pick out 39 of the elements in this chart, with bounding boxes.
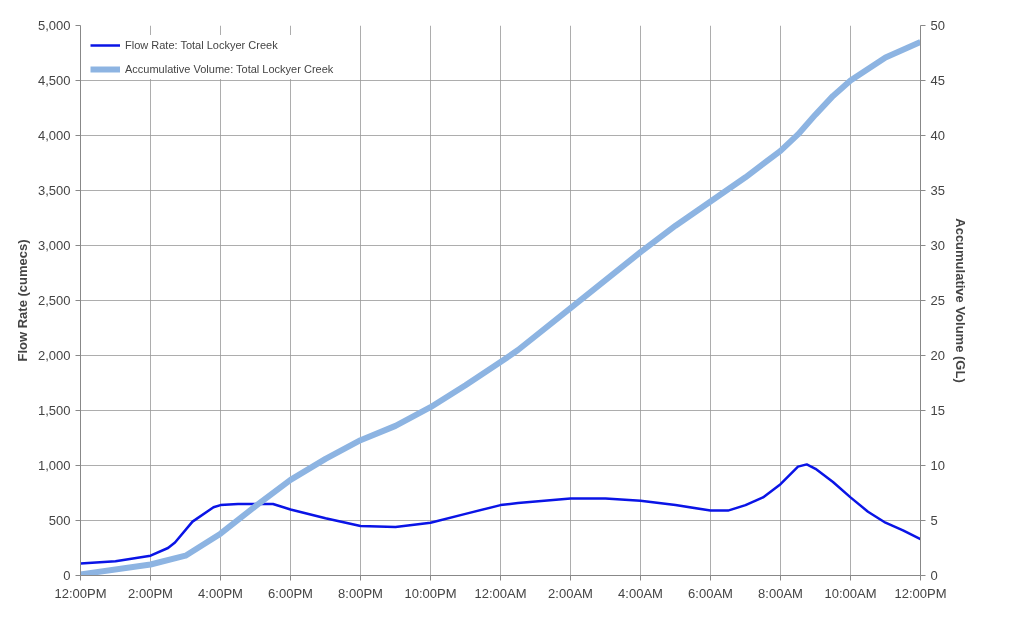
y-tick-label: 1,500 (37, 403, 71, 418)
x-tick-label: 8:00PM (338, 585, 383, 601)
y-tick-label: 3,000 (37, 238, 71, 253)
legend-label: Flow Rate: Total Lockyer Creek (125, 39, 279, 51)
y-tick-label: 2,500 (37, 293, 71, 308)
y2-tick-label: 15 (930, 403, 945, 418)
y2-axis-title: Accumulative Volume (GL) (952, 218, 968, 383)
y2-tick-label: 35 (930, 183, 945, 198)
y2-tick-label: 30 (930, 238, 945, 253)
y-tick-label: 4,500 (37, 73, 71, 88)
legend-label: Accumulative Volume: Total Lockyer Creek (125, 63, 334, 75)
x-tick-label: 6:00AM (688, 585, 733, 601)
x-tick-label: 6:00PM (268, 585, 313, 601)
y2-tick-label: 50 (930, 18, 945, 33)
y2-tick-label: 10 (930, 458, 945, 473)
y-tick-label: 500 (48, 513, 71, 528)
y-tick-label: 0 (63, 568, 71, 583)
y2-tick-label: 0 (930, 568, 938, 583)
y-tick-label: 1,000 (37, 458, 71, 473)
y2-tick-label: 45 (930, 73, 945, 88)
x-tick-label: 4:00AM (618, 585, 663, 601)
y-axis-title: Flow Rate (cumecs) (14, 239, 30, 362)
y-tick-label: 3,500 (37, 183, 71, 198)
y-tick-label: 4,000 (37, 128, 71, 143)
x-tick-label: 2:00AM (548, 585, 593, 601)
x-tick-label: 12:00PM (894, 585, 947, 601)
x-tick-label: 10:00PM (404, 585, 457, 601)
y2-tick-label: 20 (930, 348, 945, 363)
x-tick-label: 12:00AM (474, 585, 527, 601)
y-tick-label: 2,000 (37, 348, 71, 363)
x-tick-label: 8:00AM (758, 585, 803, 601)
y-tick-label: 5,000 (37, 18, 71, 33)
x-tick-label: 12:00PM (54, 585, 107, 601)
y2-tick-label: 40 (930, 128, 945, 143)
y2-tick-label: 25 (930, 293, 945, 308)
x-tick-label: 10:00AM (824, 585, 877, 601)
y2-tick-label: 5 (930, 513, 938, 528)
x-tick-label: 4:00PM (198, 585, 243, 601)
x-tick-label: 2:00PM (128, 585, 173, 601)
